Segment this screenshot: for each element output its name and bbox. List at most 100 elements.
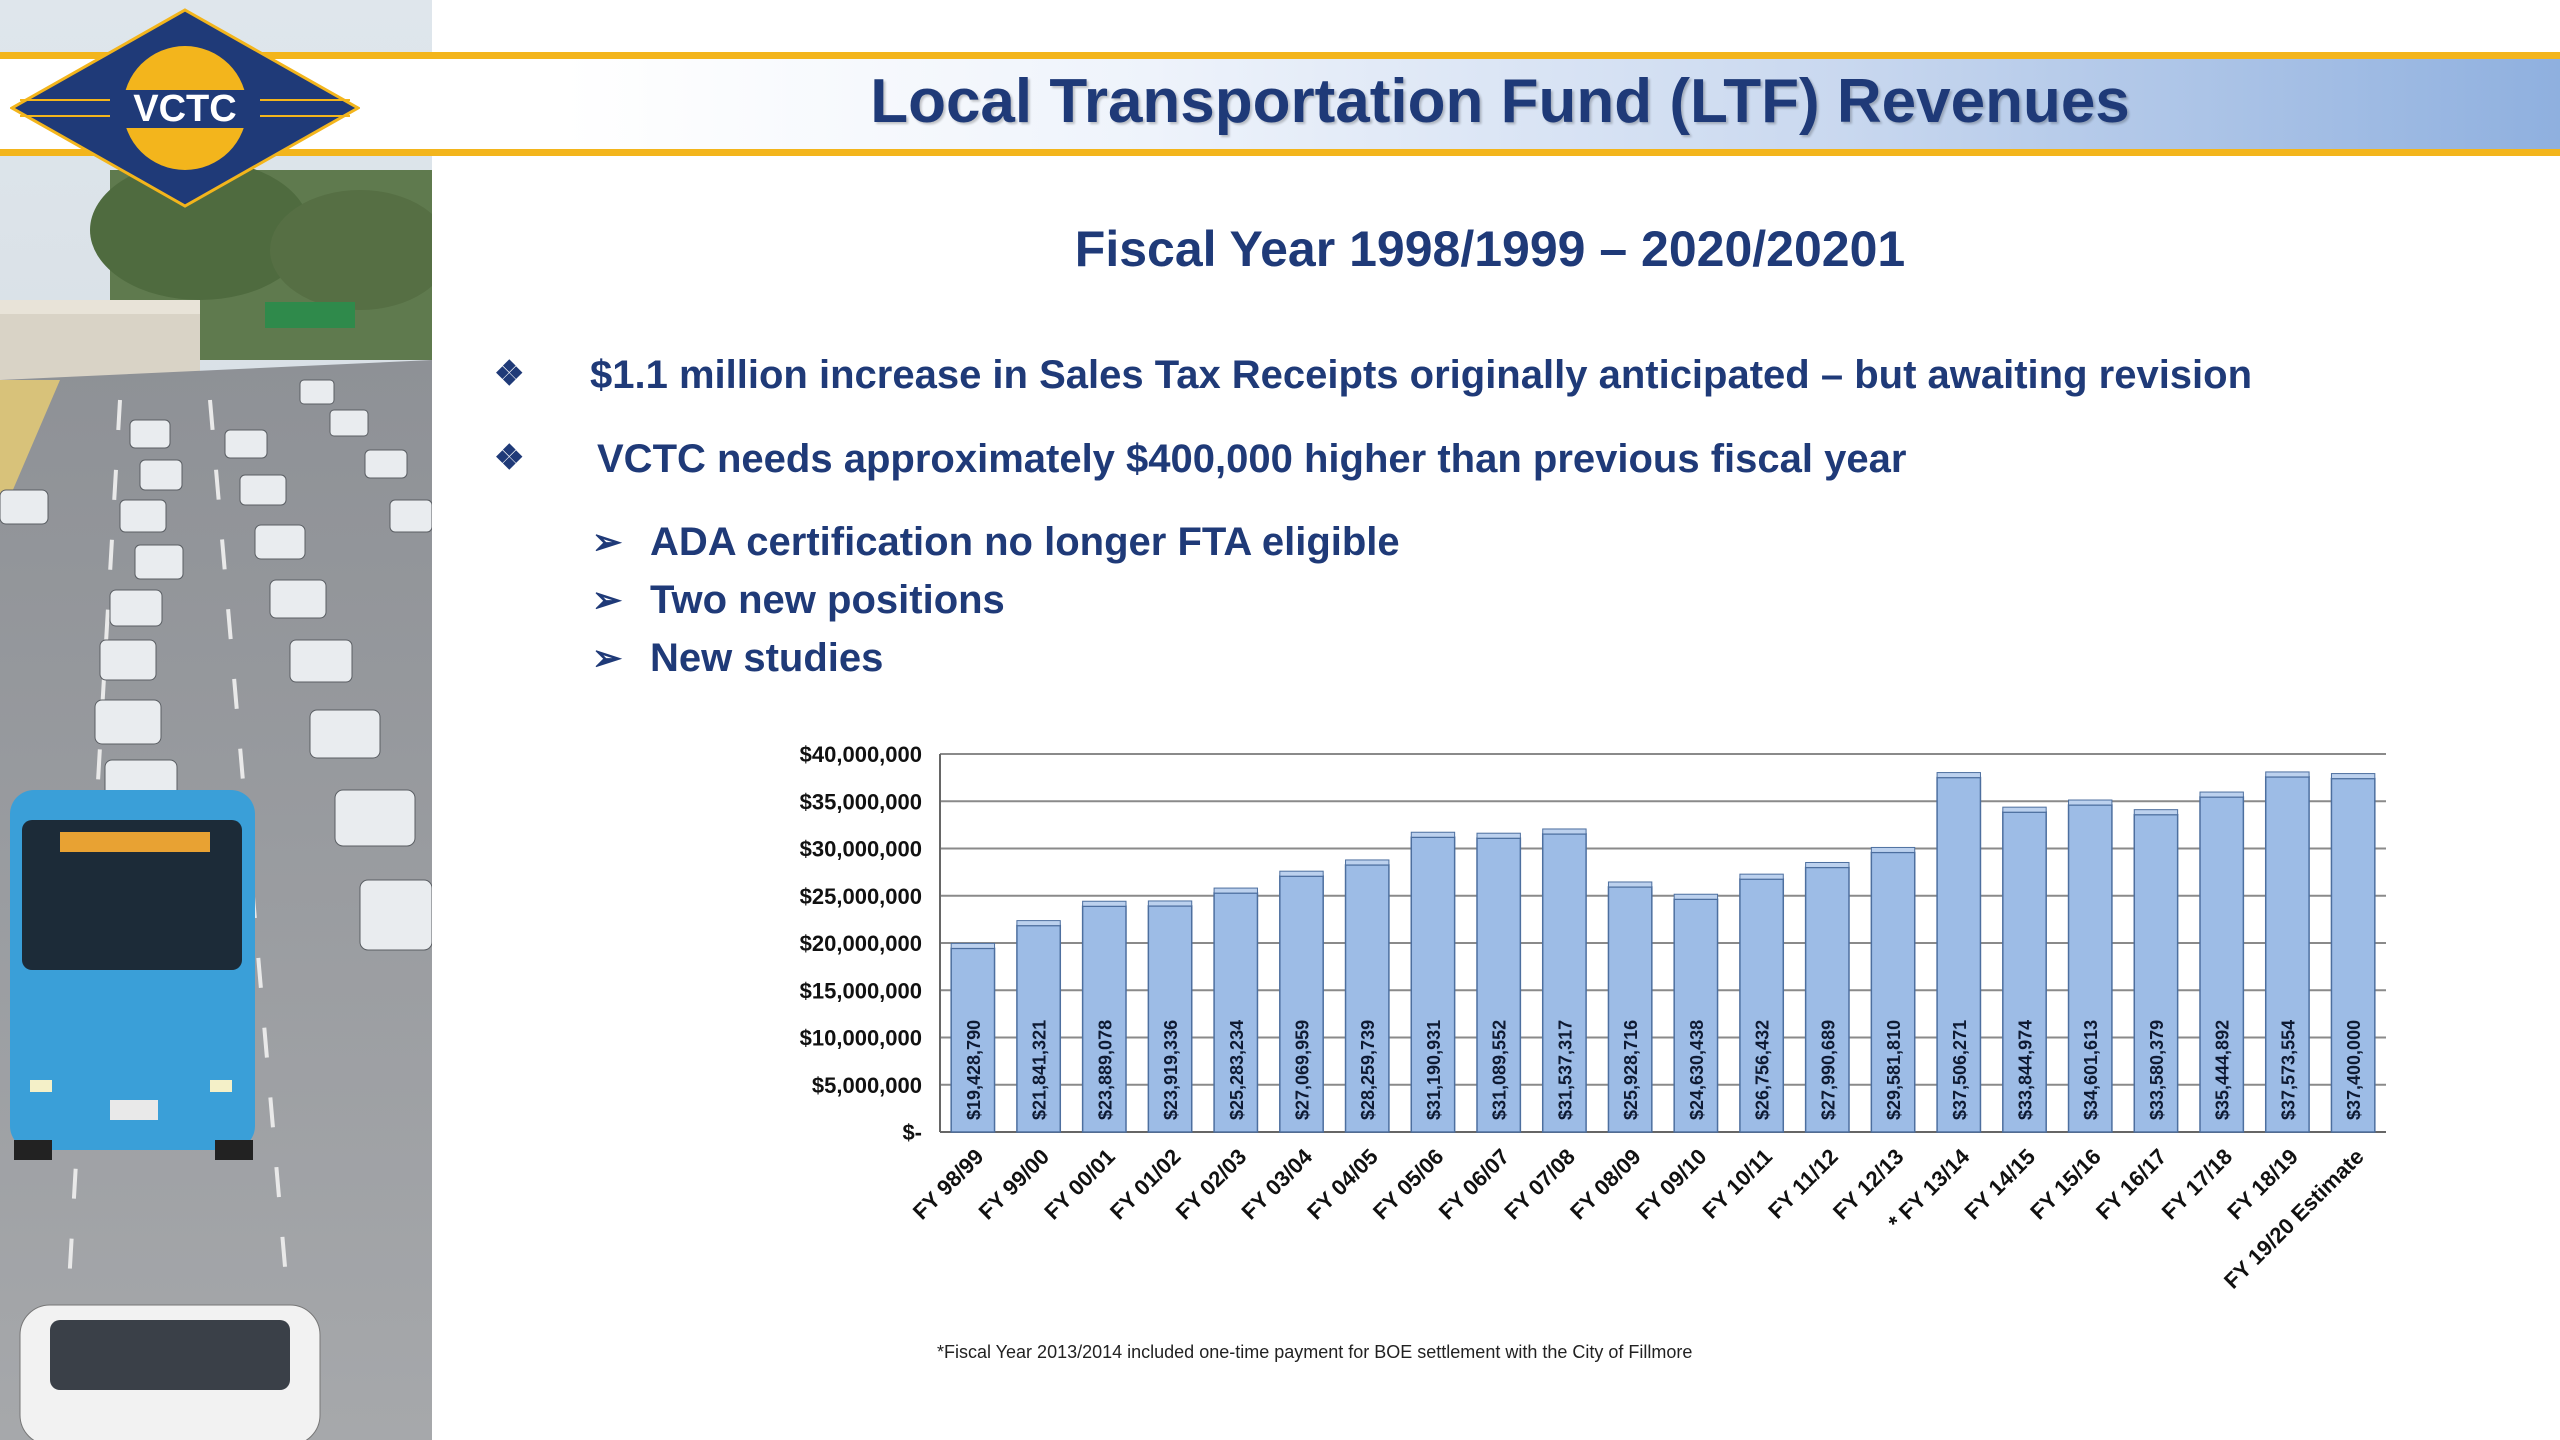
highway-traffic-photo — [0, 0, 432, 1440]
bar-top — [1673, 893, 1719, 900]
bar — [1279, 875, 1324, 1133]
x-tick-label: FY 11/12 — [1763, 1144, 1843, 1224]
bar-value-label: $21,841,321 — [1030, 1020, 1050, 1120]
bar — [1541, 833, 1587, 1133]
bar-value-label: $37,573,554 — [2278, 1020, 2298, 1120]
bullet-diamond-icon: ❖ — [494, 439, 525, 477]
y-tick-label: $15,000,000 — [800, 978, 922, 1003]
bar — [1607, 886, 1653, 1133]
bar — [1739, 878, 1785, 1133]
sub-bullet-text: ADA certification no longer FTA eligible — [650, 520, 1400, 564]
bar-value-label: $27,069,959 — [1293, 1020, 1313, 1120]
bar-top — [2265, 771, 2310, 778]
bar — [1147, 905, 1193, 1133]
bar — [1344, 864, 1390, 1133]
bar-value-label: $24,630,438 — [1687, 1020, 1707, 1120]
bar-top — [1936, 772, 1981, 779]
bar-value-label: $37,506,271 — [1950, 1020, 1970, 1120]
bullet-diamond-icon: ❖ — [494, 355, 525, 393]
x-tick-label: FY 05/06 — [1368, 1144, 1449, 1225]
bar-top — [1082, 900, 1127, 907]
x-tick-label: FY 00/01 — [1039, 1144, 1120, 1225]
y-tick-label: $- — [902, 1120, 922, 1145]
page-subtitle: Fiscal Year 1998/1999 – 2020/20201 — [1074, 221, 1906, 277]
bar — [1476, 837, 1522, 1133]
bar-top — [2002, 806, 2047, 813]
sub-bullet-arrow-icon: ➢ — [592, 637, 623, 678]
sub-bullet-arrow-icon: ➢ — [592, 521, 623, 562]
bar — [1016, 924, 1062, 1133]
x-tick-label: FY 98/99 — [908, 1144, 989, 1225]
bar-value-label: $23,919,336 — [1161, 1020, 1181, 1120]
bar-top — [1016, 920, 1061, 927]
bar-top — [2199, 791, 2244, 798]
y-tick-label: $5,000,000 — [812, 1073, 922, 1098]
bar — [950, 947, 996, 1133]
vctc-logo: VCTC — [8, 8, 362, 208]
bar — [1081, 905, 1127, 1133]
header-band — [0, 52, 2560, 156]
logo-text: VCTC — [133, 88, 236, 130]
x-tick-label: FY 09/10 — [1631, 1144, 1712, 1225]
bar-value-label: $29,581,810 — [1884, 1020, 1904, 1120]
bullet-text: VCTC needs approximately $400,000 higher… — [597, 437, 1907, 481]
x-tick-label: FY 07/08 — [1499, 1144, 1580, 1225]
bar-top — [1805, 861, 1850, 868]
bar-value-label: $25,283,234 — [1227, 1020, 1247, 1120]
bar-top — [2330, 773, 2376, 780]
x-tick-label: FY 06/07 — [1434, 1144, 1515, 1225]
bar — [1410, 836, 1456, 1133]
y-tick-label: $40,000,000 — [800, 742, 922, 767]
bar — [1804, 866, 1850, 1133]
bar-value-label: $25,928,716 — [1621, 1020, 1641, 1120]
x-tick-label: FY 15/16 — [2025, 1144, 2106, 1225]
x-tick-label: FY 17/18 — [2157, 1144, 2238, 1225]
x-tick-label: FY 10/11 — [1697, 1144, 1777, 1224]
bar-top — [2133, 809, 2179, 816]
bar-top — [1607, 881, 1653, 888]
x-tick-label: FY 99/00 — [974, 1144, 1055, 1225]
bar-value-label: $28,259,739 — [1358, 1020, 1378, 1120]
bar-value-label: $33,580,379 — [2147, 1020, 2167, 1120]
bar-value-label: $31,089,552 — [1490, 1020, 1510, 1120]
x-tick-label: FY 16/17 — [2091, 1144, 2172, 1225]
bar-top — [1476, 832, 1521, 839]
bar-value-label: $35,444,892 — [2213, 1020, 2233, 1120]
bar-top — [1870, 846, 1916, 853]
bar — [1870, 851, 1916, 1133]
bar — [2330, 777, 2376, 1133]
bar — [1213, 892, 1259, 1133]
x-tick-label: FY 02/03 — [1171, 1144, 1252, 1225]
y-tick-label: $35,000,000 — [800, 789, 922, 814]
y-tick-label: $30,000,000 — [800, 837, 922, 862]
bar-value-label: $27,990,689 — [1818, 1020, 1838, 1120]
bullet-text: $1.1 million increase in Sales Tax Recei… — [590, 353, 2253, 397]
x-tick-label: FY 04/05 — [1302, 1144, 1383, 1225]
bar-top — [1542, 828, 1587, 835]
chart-footnote: *Fiscal Year 2013/2014 included one-time… — [937, 1342, 1693, 1362]
bar-value-label: $37,400,000 — [2344, 1020, 2364, 1120]
bar-value-label: $26,756,432 — [1753, 1020, 1773, 1120]
bar-top — [1345, 859, 1390, 866]
bar-top — [1739, 873, 1784, 880]
bar-value-label: $31,190,931 — [1424, 1020, 1444, 1120]
x-tick-label: FY 08/09 — [1565, 1144, 1646, 1225]
bar-top — [1410, 831, 1456, 838]
sub-bullet-text: New studies — [650, 636, 884, 680]
y-tick-label: $25,000,000 — [800, 884, 922, 909]
y-tick-label: $10,000,000 — [800, 1026, 922, 1051]
bar — [2133, 813, 2179, 1133]
bar-top — [2068, 799, 2113, 806]
bar-value-label: $23,889,078 — [1095, 1020, 1115, 1120]
x-tick-label: FY 14/15 — [1960, 1144, 2041, 1225]
bar-value-label: $31,537,317 — [1555, 1020, 1575, 1120]
x-tick-label: FY 03/04 — [1237, 1143, 1318, 1224]
sub-bullet-text: Two new positions — [650, 578, 1005, 622]
bar-top — [950, 942, 996, 949]
ltf-revenue-bar-chart: $- $5,000,000 $10,000,000 $15,000,000 $20,00… — [800, 742, 2386, 1294]
bar — [1936, 776, 1982, 1133]
y-tick-label: $20,000,000 — [800, 931, 922, 956]
sub-bullet-arrow-icon: ➢ — [592, 579, 623, 620]
bar-top — [1279, 870, 1324, 877]
bar-top — [1147, 900, 1193, 907]
